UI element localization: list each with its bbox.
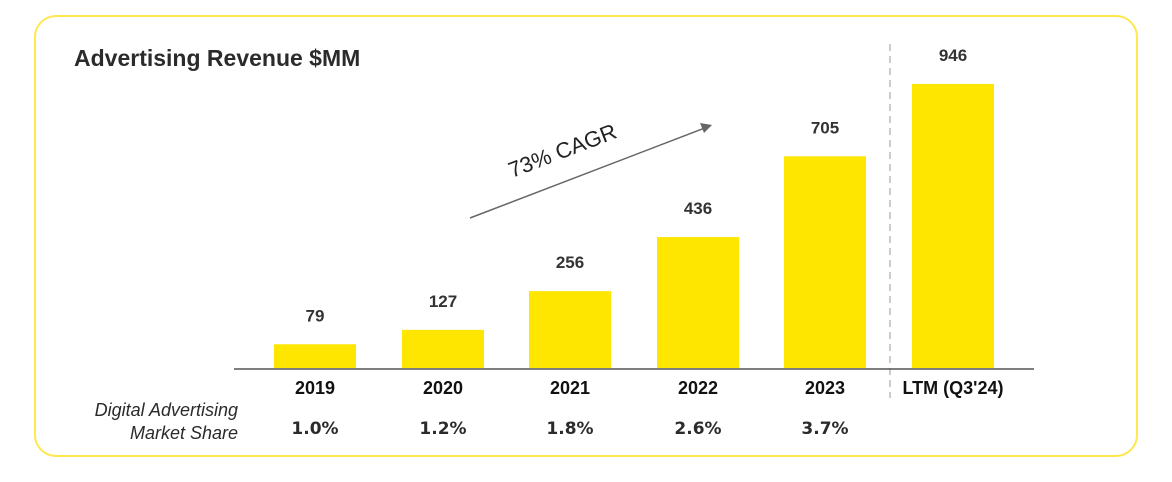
cagr-arrow [469,125,711,219]
x-tick-label: 2020 [423,378,463,398]
market-share-label-line2: Market Share [130,423,238,443]
x-tick-label: 2023 [805,378,845,398]
market-share-value: 3.7% [801,419,848,439]
bar-2021 [529,291,611,368]
market-share-value: 1.8% [546,419,593,439]
bar-2023 [784,156,866,368]
value-label: 127 [429,292,457,311]
value-label: 79 [306,306,325,325]
market-share-value: 1.2% [419,419,466,439]
x-tick-label: LTM (Q3'24) [903,378,1004,398]
bar-2022 [657,237,739,368]
chart-title: Advertising Revenue $MM [74,45,360,71]
market-share-label-line1: Digital Advertising [95,400,238,420]
cagr-arrowhead [700,123,712,133]
x-tick-label: 2022 [678,378,718,398]
x-tick-label: 2021 [550,378,590,398]
market-share-value: 1.0% [291,419,338,439]
x-tick-label: 2019 [295,378,335,398]
value-label: 256 [556,253,584,272]
bar-2019 [274,344,356,368]
bar-2020 [402,329,484,368]
market-share-value: 2.6% [674,419,721,439]
value-label: 946 [939,46,967,65]
value-label: 705 [811,118,839,137]
cagr-label: 73% CAGR [505,119,620,183]
bar-LTM (Q3'24) [912,83,994,368]
value-label: 436 [684,199,712,218]
